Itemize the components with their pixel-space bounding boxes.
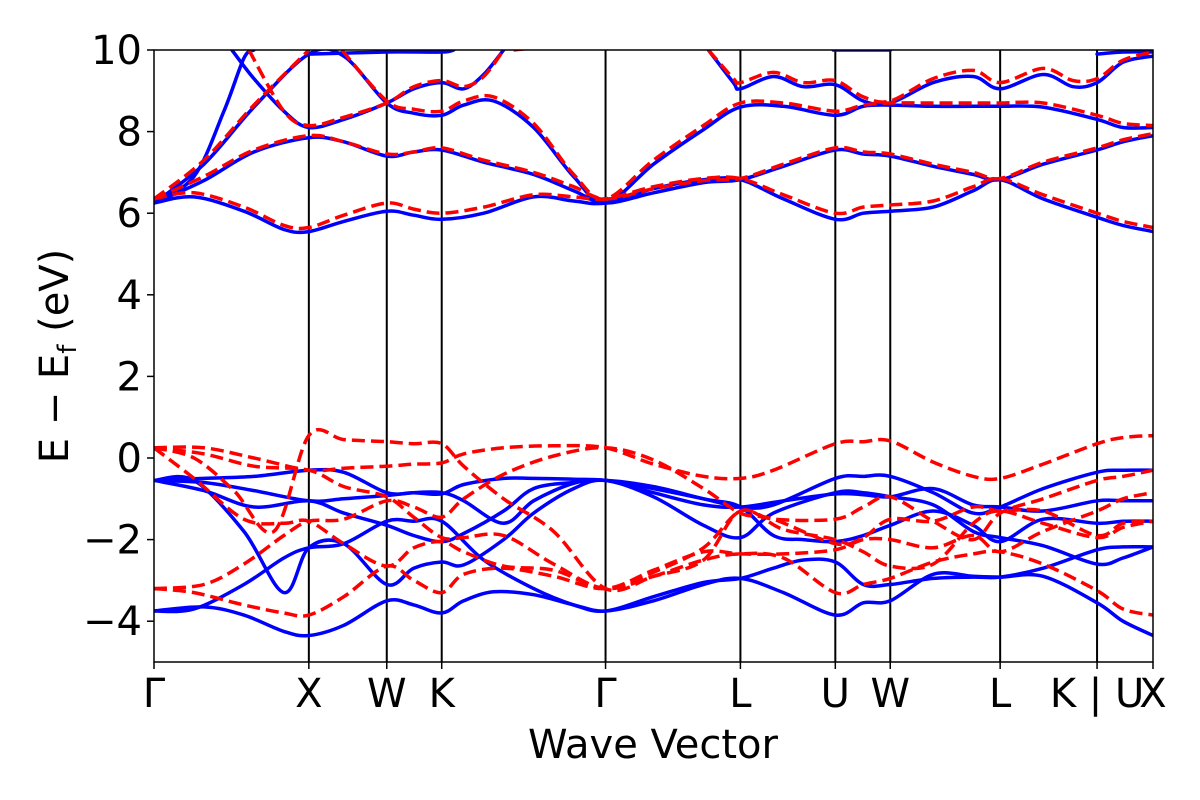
y-axis-label-main: E − E: [32, 354, 78, 464]
x-tick-label: K | U: [1050, 671, 1144, 717]
y-axis-label-sub: f: [53, 344, 83, 354]
y-tick-label: 4: [117, 273, 142, 319]
x-tick-label: K: [429, 671, 457, 717]
x-tick-label: X: [1139, 671, 1166, 717]
dashed-band-line: [154, 131, 1153, 201]
solid-band-line: [706, 50, 1153, 107]
x-tick-label: X: [295, 671, 322, 717]
x-tick-label: L: [989, 671, 1012, 717]
dashed-band-line: [154, 50, 311, 201]
solid-band-line: [307, 50, 456, 56]
bands-series-dashed: [154, 50, 1153, 618]
dashed-band-line: [340, 50, 1153, 201]
plot-frame: [153, 49, 1154, 663]
y-axis-label-unit: (eV): [32, 249, 78, 345]
x-tick-label: W: [367, 671, 407, 717]
dashed-band-line: [247, 50, 506, 128]
y-axis-label: E − Ef (eV): [32, 249, 83, 464]
x-tick-label: U: [821, 671, 850, 717]
x-tick-label: Γ: [594, 671, 617, 717]
y-tick-label: −2: [83, 518, 142, 564]
x-tick-label: Γ: [143, 671, 166, 717]
y-tick-label: 2: [117, 354, 142, 400]
y-tick-label: 8: [117, 110, 142, 156]
solid-band-line: [154, 477, 1153, 526]
kpoint-lines: [307, 50, 1099, 662]
dashed-band-line: [154, 427, 1153, 617]
solid-band-line: [154, 571, 1153, 638]
x-axis-label: Wave Vector: [528, 722, 779, 768]
y-axis-ticks: 10 8 6 4 2 0 −2 −4: [83, 28, 154, 645]
dashed-band-line: [154, 175, 1153, 231]
dashed-band-line: [154, 433, 1153, 482]
plot-area: [154, 50, 1153, 662]
y-tick-label: 0: [117, 436, 142, 482]
y-tick-label: 6: [117, 191, 142, 237]
y-tick-label: −4: [83, 599, 142, 645]
dashed-band-line: [154, 446, 1153, 591]
y-tick-label: 10: [91, 28, 142, 74]
dashed-band-line: [154, 490, 1153, 618]
dashed-band-line: [707, 50, 1153, 104]
dashed-band-line: [154, 446, 1153, 591]
x-tick-label: W: [870, 671, 910, 717]
x-tick-label: L: [729, 671, 752, 717]
dashed-band-line: [154, 446, 1153, 591]
